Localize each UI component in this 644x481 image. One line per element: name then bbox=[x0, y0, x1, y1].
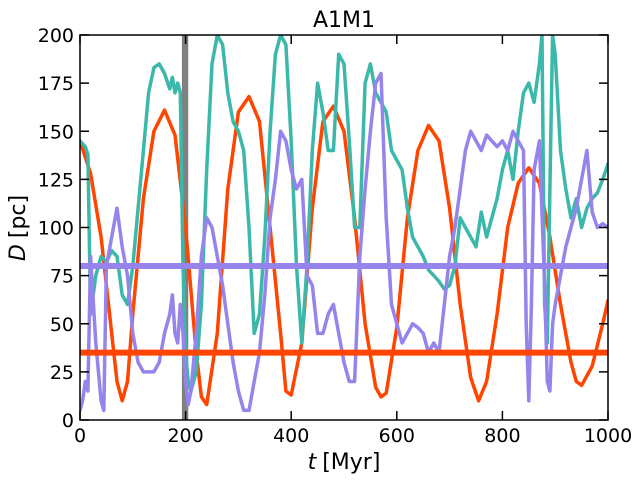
x-tick-label: 600 bbox=[379, 425, 415, 447]
x-axis-label: t [Myr] bbox=[308, 450, 381, 475]
plot-frame bbox=[79, 34, 609, 421]
x-tick-label: 800 bbox=[484, 425, 520, 447]
x-tick-label: 1000 bbox=[584, 425, 632, 447]
y-tick-label: 175 bbox=[38, 73, 74, 95]
series-line-1 bbox=[80, 35, 608, 393]
y-tick-label: 25 bbox=[50, 362, 74, 384]
x-axis-variable: t bbox=[308, 450, 318, 475]
plot-area bbox=[80, 35, 608, 420]
y-tick-label: 200 bbox=[38, 25, 74, 47]
series-line-2 bbox=[80, 71, 608, 413]
y-tick-label: 0 bbox=[62, 410, 74, 432]
y-tick-label: 100 bbox=[38, 218, 74, 240]
x-tick-label: 200 bbox=[167, 425, 203, 447]
x-tick-label: 400 bbox=[273, 425, 309, 447]
y-tick-label: 150 bbox=[38, 121, 74, 143]
y-tick-label: 125 bbox=[38, 169, 74, 191]
y-tick-label: 75 bbox=[50, 266, 74, 288]
y-axis-label: D [pc] bbox=[6, 195, 31, 261]
x-axis-unit: [Myr] bbox=[322, 450, 380, 475]
y-axis-unit: [pc] bbox=[6, 195, 31, 238]
tick-labels: 0 200 400 600 800 1000 0 25 50 75 100 125 150 175 200 bbox=[38, 25, 632, 447]
y-axis-variable: D bbox=[6, 244, 31, 261]
y-tick-label: 50 bbox=[50, 314, 74, 336]
chart-title: A1M1 bbox=[313, 8, 375, 33]
x-tick-label: 0 bbox=[74, 425, 86, 447]
